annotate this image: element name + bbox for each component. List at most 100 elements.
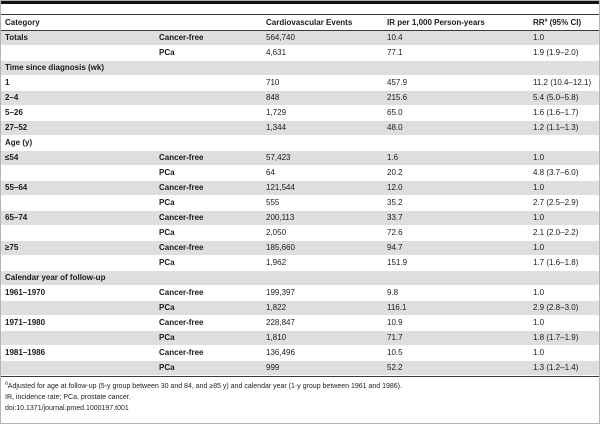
ir-cell: 20.2 xyxy=(387,168,403,177)
events-cell: 1,810 xyxy=(266,333,287,342)
table-row: PCa 1,822 116.1 2.9 (2.8–3.0) xyxy=(1,301,599,316)
category-cell: 65–74 xyxy=(5,213,28,222)
table-row: 55–64 Cancer-free 121,544 12.0 1.0 xyxy=(1,181,599,196)
rr-cell: 1.0 xyxy=(533,243,545,252)
table-row: PCa 999 52.2 1.3 (1.2–1.4) xyxy=(1,361,599,376)
events-cell: 121,544 xyxy=(266,183,295,192)
events-cell: 555 xyxy=(266,198,280,207)
table-row: Totals Cancer-free 564,740 10.4 1.0 xyxy=(1,31,599,46)
group-cell: Cancer-free xyxy=(159,153,204,162)
footnotes: aAdjusted for age at follow-up (5-y grou… xyxy=(1,377,599,414)
rr-cell: 1.0 xyxy=(533,153,545,162)
table-row: 2–4 848 215.6 5.4 (5.0–5.8) xyxy=(1,91,599,106)
ir-cell: 52.2 xyxy=(387,363,403,372)
events-cell: 999 xyxy=(266,363,280,372)
category-cell: ≤54 xyxy=(5,153,19,162)
header-rr-rest: (95% CI) xyxy=(547,18,582,27)
events-cell: 2,050 xyxy=(266,228,287,237)
bottom-rule xyxy=(1,376,599,377)
table-header-row: Category Cardiovascular Events IR per 1,… xyxy=(1,14,599,31)
group-cell xyxy=(159,106,266,120)
ir-cell: 10.9 xyxy=(387,318,403,327)
header-rr: RRa (95% CI) xyxy=(533,15,599,30)
category-cell: 1961–1970 xyxy=(5,288,46,297)
ir-cell: 72.6 xyxy=(387,228,403,237)
section-label: Time since diagnosis (wk) xyxy=(5,63,104,72)
footnote-adjustment: aAdjusted for age at follow-up (5-y grou… xyxy=(5,381,595,392)
group-cell: PCa xyxy=(159,228,175,237)
ir-cell: 116.1 xyxy=(387,303,407,312)
events-cell: 710 xyxy=(266,78,280,87)
footnote-adjustment-text: Adjusted for age at follow-up (5-y group… xyxy=(7,383,402,390)
group-cell: PCa xyxy=(159,168,175,177)
group-cell xyxy=(159,121,266,135)
events-cell: 185,660 xyxy=(266,243,295,252)
section-label: Age (y) xyxy=(5,138,33,147)
section-label: Calendar year of follow-up xyxy=(5,273,106,282)
table-row: PCa 2,050 72.6 2.1 (2.0–2.2) xyxy=(1,226,599,241)
table-row: PCa 1,962 151.9 1.7 (1.6–1.8) xyxy=(1,256,599,271)
header-category: Category xyxy=(5,18,40,27)
group-cell: PCa xyxy=(159,198,175,207)
table-row: ≥75 Cancer-free 185,660 94.7 1.0 xyxy=(1,241,599,256)
events-cell: 1,729 xyxy=(266,108,287,117)
table-row: 27–52 1,344 48.0 1.2 (1.1–1.3) xyxy=(1,121,599,136)
ir-cell: 48.0 xyxy=(387,123,403,132)
group-cell: Cancer-free xyxy=(159,318,204,327)
group-cell: Cancer-free xyxy=(159,183,204,192)
events-cell: 1,962 xyxy=(266,258,287,267)
rr-cell: 1.3 (1.2–1.4) xyxy=(533,363,579,372)
rr-cell: 1.2 (1.1–1.3) xyxy=(533,123,579,132)
group-cell: PCa xyxy=(159,363,175,372)
table-row: PCa 64 20.2 4.8 (3.7–6.0) xyxy=(1,166,599,181)
rr-cell: 1.0 xyxy=(533,183,545,192)
group-cell xyxy=(159,91,266,105)
group-cell: Cancer-free xyxy=(159,348,204,357)
table-row: 1961–1970 Cancer-free 199,397 9.8 1.0 xyxy=(1,286,599,301)
rr-cell: 1.7 (1.6–1.8) xyxy=(533,258,579,267)
rr-cell: 5.4 (5.0–5.8) xyxy=(533,93,579,102)
events-cell: 228,847 xyxy=(266,318,295,327)
section-row: Calendar year of follow-up xyxy=(1,271,599,286)
header-rr-base: RR xyxy=(533,18,545,27)
category-cell: Totals xyxy=(5,33,28,42)
rr-cell: 11.2 (10.4–12.1) xyxy=(533,78,592,87)
category-cell: 2–4 xyxy=(5,93,19,102)
header-gap xyxy=(1,4,599,14)
header-subgroup xyxy=(159,15,266,30)
group-cell: PCa xyxy=(159,303,175,312)
table-row: 1981–1986 Cancer-free 136,496 10.5 1.0 xyxy=(1,346,599,361)
rr-cell: 2.1 (2.0–2.2) xyxy=(533,228,579,237)
events-cell: 1,344 xyxy=(266,123,287,132)
rr-cell: 2.7 (2.5–2.9) xyxy=(533,198,579,207)
table-body: Totals Cancer-free 564,740 10.4 1.0 PCa 4,631 7… xyxy=(1,31,599,376)
category-cell: 5–26 xyxy=(5,108,23,117)
top-rule xyxy=(1,1,599,4)
table-row: PCa 555 35.2 2.7 (2.5–2.9) xyxy=(1,196,599,211)
rr-cell: 1.9 (1.9–2.0) xyxy=(533,48,579,57)
footnote-superscript: a xyxy=(5,380,8,387)
events-cell: 57,423 xyxy=(266,153,291,162)
events-cell: 1,822 xyxy=(266,303,287,312)
ir-cell: 33.7 xyxy=(387,213,403,222)
category-cell: ≥75 xyxy=(5,243,19,252)
section-row: Time since diagnosis (wk) xyxy=(1,61,599,76)
footnote-abbreviations: IR, incidence rate; PCa, prostate cancer… xyxy=(5,394,131,401)
table-row: ≤54 Cancer-free 57,423 1.6 1.0 xyxy=(1,151,599,166)
ir-cell: 457.9 xyxy=(387,78,408,87)
events-cell: 199,397 xyxy=(266,288,295,297)
category-cell xyxy=(1,46,159,60)
rr-cell: 1.0 xyxy=(533,348,545,357)
category-cell: 55–64 xyxy=(5,183,28,192)
header-rr-superscript: a xyxy=(544,17,548,24)
category-cell xyxy=(1,361,159,375)
events-cell: 564,740 xyxy=(266,33,295,42)
ir-cell: 151.9 xyxy=(387,258,408,267)
rr-cell: 1.0 xyxy=(533,213,545,222)
group-cell: PCa xyxy=(159,333,175,342)
group-cell: PCa xyxy=(159,258,175,267)
ir-cell: 77.1 xyxy=(387,48,403,57)
group-cell: PCa xyxy=(159,48,175,57)
category-cell: 1981–1986 xyxy=(5,348,46,357)
